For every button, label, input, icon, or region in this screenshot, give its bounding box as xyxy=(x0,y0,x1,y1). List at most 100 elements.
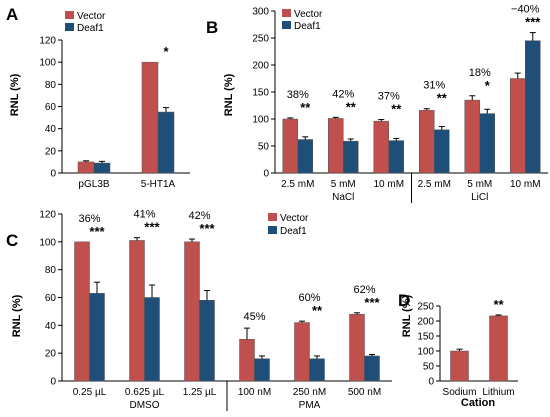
y-tick-label: 80 xyxy=(45,265,57,276)
category-label: Lithium xyxy=(482,387,514,398)
y-tick-label: 100 xyxy=(39,58,56,69)
y-tick-label: 20 xyxy=(45,146,57,157)
bar-vector xyxy=(294,322,310,382)
panel-a-letter: A xyxy=(6,5,18,24)
significance-stars: ** xyxy=(437,91,448,106)
significance-stars: *** xyxy=(199,221,215,236)
panel-b: B RNL (%) Vector Deaf1 xyxy=(206,9,323,116)
significance-stars: *** xyxy=(144,220,160,235)
y-tick-label: 60 xyxy=(45,102,57,113)
category-label: 0.25 µL xyxy=(73,387,107,398)
category-label: 2.5 mM xyxy=(281,179,314,190)
y-tick-label: 200 xyxy=(252,61,269,72)
panel-d-xlabel: Cation xyxy=(461,397,496,409)
bar-vector xyxy=(129,240,145,382)
group-label: PMA xyxy=(299,400,321,411)
bar-vector xyxy=(464,99,480,174)
y-tick-label: 0 xyxy=(428,377,434,388)
category-label: 1.25 µL xyxy=(183,387,217,398)
category-label: 10 mM xyxy=(373,179,404,190)
significance-stars: ** xyxy=(346,99,357,114)
bar-vector xyxy=(510,78,526,174)
category-label: Sodium xyxy=(443,387,477,398)
category-label: 5-HT1A xyxy=(141,179,176,190)
percent-label: 31% xyxy=(423,80,445,92)
percent-label: 42% xyxy=(332,88,354,100)
significance-stars: *** xyxy=(364,295,380,310)
y-tick-label: 60 xyxy=(45,293,57,304)
significance-stars: ** xyxy=(493,297,504,312)
legend-swatch-vector xyxy=(268,213,277,221)
panel-c-plot: 0 20 40 60 80 100 120 0.25 µL 0.625 µL 1.25 µL 100… xyxy=(39,209,392,411)
category-label: 5 mM xyxy=(331,179,356,190)
y-tick-label: 120 xyxy=(39,36,56,47)
legend-label-deaf1: Deaf1 xyxy=(280,226,307,237)
y-tick-label: 40 xyxy=(45,321,57,332)
y-tick-label: 40 xyxy=(45,124,57,135)
legend-swatch-deaf1 xyxy=(282,21,291,29)
y-tick-label: 80 xyxy=(45,80,57,91)
significance-stars: *** xyxy=(89,224,105,239)
significance-stars: ** xyxy=(300,100,311,115)
bar-deaf1 xyxy=(479,113,495,174)
y-tick-label: 50 xyxy=(423,362,435,373)
y-tick-label: 0 xyxy=(263,169,269,180)
legend-label-vector: Vector xyxy=(294,9,323,20)
panel-a: A RNL (%) Vector Deaf1 xyxy=(6,5,106,116)
y-tick-label: 50 xyxy=(258,142,270,153)
bar-value xyxy=(489,315,508,382)
bar-deaf1 xyxy=(199,300,215,382)
category-label: 500 nM xyxy=(348,387,381,398)
bar-vector xyxy=(419,110,435,174)
group-label: LiCl xyxy=(471,192,488,203)
bar-vector xyxy=(184,241,200,382)
bar-vector xyxy=(349,313,365,382)
bar-deaf1 xyxy=(388,140,404,174)
percent-label: 38% xyxy=(287,89,309,101)
panel-b-plot: 0 50 100 150 200 250 300 2.5 mM 5 mM 10 mM 2.5 mM 5… xyxy=(252,4,548,203)
bar-vector xyxy=(74,241,90,382)
legend-swatch-deaf1 xyxy=(268,226,277,234)
panel-a-ylabel: RNL (%) xyxy=(9,73,21,116)
legend-label-vector: Vector xyxy=(77,11,106,22)
panel-b-letter: B xyxy=(206,18,218,37)
panel-d-plot: 0 50 100 150 200 250 Sodium Lithium ** xyxy=(417,297,518,398)
bar-deaf1 xyxy=(309,358,325,382)
bar-value xyxy=(450,350,469,382)
significance-stars: * xyxy=(485,78,491,93)
legend-swatch-vector xyxy=(282,9,291,17)
percent-label: 18% xyxy=(469,67,491,79)
y-tick-label: 20 xyxy=(45,349,57,360)
bar-vector xyxy=(141,61,159,174)
panel-d-letter: D xyxy=(398,291,410,310)
y-tick-label: 100 xyxy=(39,237,56,248)
group-label: DMSO xyxy=(130,400,160,411)
bar-deaf1 xyxy=(364,355,380,382)
category-label: 250 nM xyxy=(293,387,326,398)
y-tick-label: 100 xyxy=(417,347,434,358)
category-label: 100 nM xyxy=(238,387,271,398)
percent-label: −40% xyxy=(511,4,540,16)
y-tick-label: 300 xyxy=(252,7,269,18)
y-tick-label: 250 xyxy=(417,302,434,313)
y-tick-label: 200 xyxy=(417,317,434,328)
percent-label: 41% xyxy=(133,209,155,221)
panel-c-letter: C xyxy=(6,231,18,250)
panel-c-legend: Vector Deaf1 xyxy=(268,213,309,237)
panel-c: C RNL (%) Vector Deaf1 xyxy=(6,213,309,337)
bar-vector xyxy=(328,118,344,174)
category-label: 10 mM xyxy=(510,179,541,190)
y-tick-label: 0 xyxy=(50,377,56,388)
legend-label-deaf1: Deaf1 xyxy=(294,21,321,32)
panel-c-ylabel: RNL (%) xyxy=(11,294,23,337)
bar-deaf1 xyxy=(434,129,450,174)
percent-label: 37% xyxy=(378,91,400,103)
panel-b-ylabel: RNL (%) xyxy=(223,73,235,116)
y-tick-label: 150 xyxy=(252,88,269,99)
category-label: 2.5 mM xyxy=(418,179,451,190)
percent-label: 42% xyxy=(188,210,210,222)
category-label: 0.625 µL xyxy=(125,387,165,398)
percent-label: 60% xyxy=(298,292,320,304)
